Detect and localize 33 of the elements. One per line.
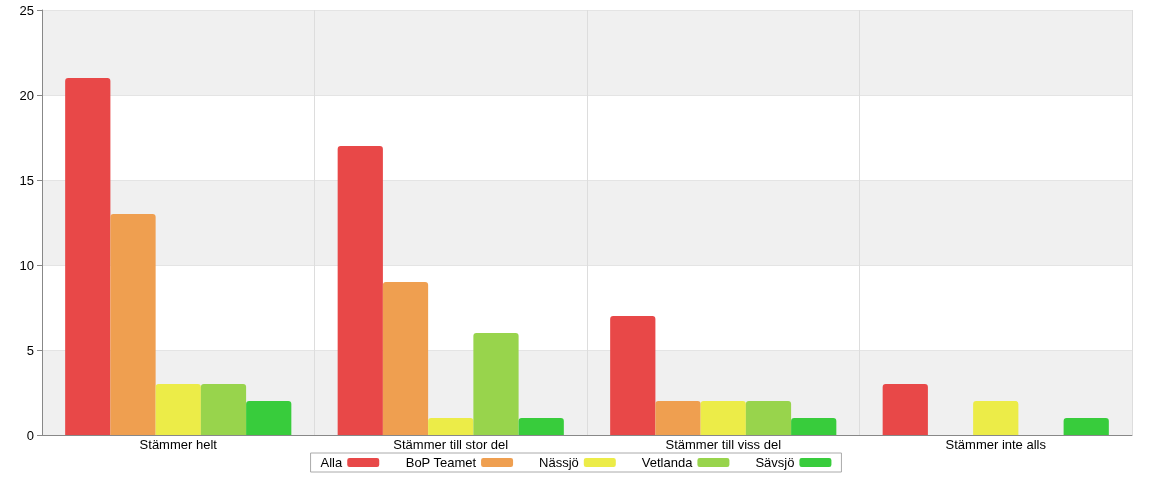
x-tick-label: Stämmer inte alls	[945, 437, 1047, 452]
y-tick-label: 0	[26, 427, 34, 443]
bar	[155, 384, 201, 435]
y-tick-label: 15	[19, 172, 34, 188]
bar	[200, 384, 247, 435]
x-tick-label: Stämmer helt	[139, 437, 218, 452]
bar	[518, 418, 564, 435]
legend-label: Alla	[320, 455, 344, 470]
y-tick-label: 10	[19, 257, 34, 273]
bar	[745, 401, 792, 435]
bar	[791, 418, 837, 435]
bar	[882, 384, 928, 435]
legend-label: Vetlanda	[641, 455, 694, 470]
legend-label: Nässjö	[539, 455, 579, 470]
bar	[610, 316, 656, 435]
bar	[655, 401, 701, 435]
legend-label: Sävsjö	[755, 455, 795, 470]
bar	[428, 418, 474, 435]
x-tick-label: Stämmer till viss del	[665, 437, 782, 452]
bar	[65, 78, 111, 435]
bar	[382, 282, 429, 435]
y-tick-label: 5	[26, 342, 34, 358]
legend-label: BoP Teamet	[405, 455, 477, 470]
y-tick-label: 20	[19, 87, 34, 103]
x-tick-label: Stämmer till stor del	[393, 437, 509, 452]
bar	[337, 146, 383, 435]
bar	[973, 401, 1019, 435]
bar	[473, 333, 519, 435]
bar	[700, 401, 746, 435]
bar	[1063, 418, 1109, 435]
y-tick-label: 25	[19, 2, 34, 18]
bar	[246, 401, 292, 435]
bar	[110, 214, 156, 435]
